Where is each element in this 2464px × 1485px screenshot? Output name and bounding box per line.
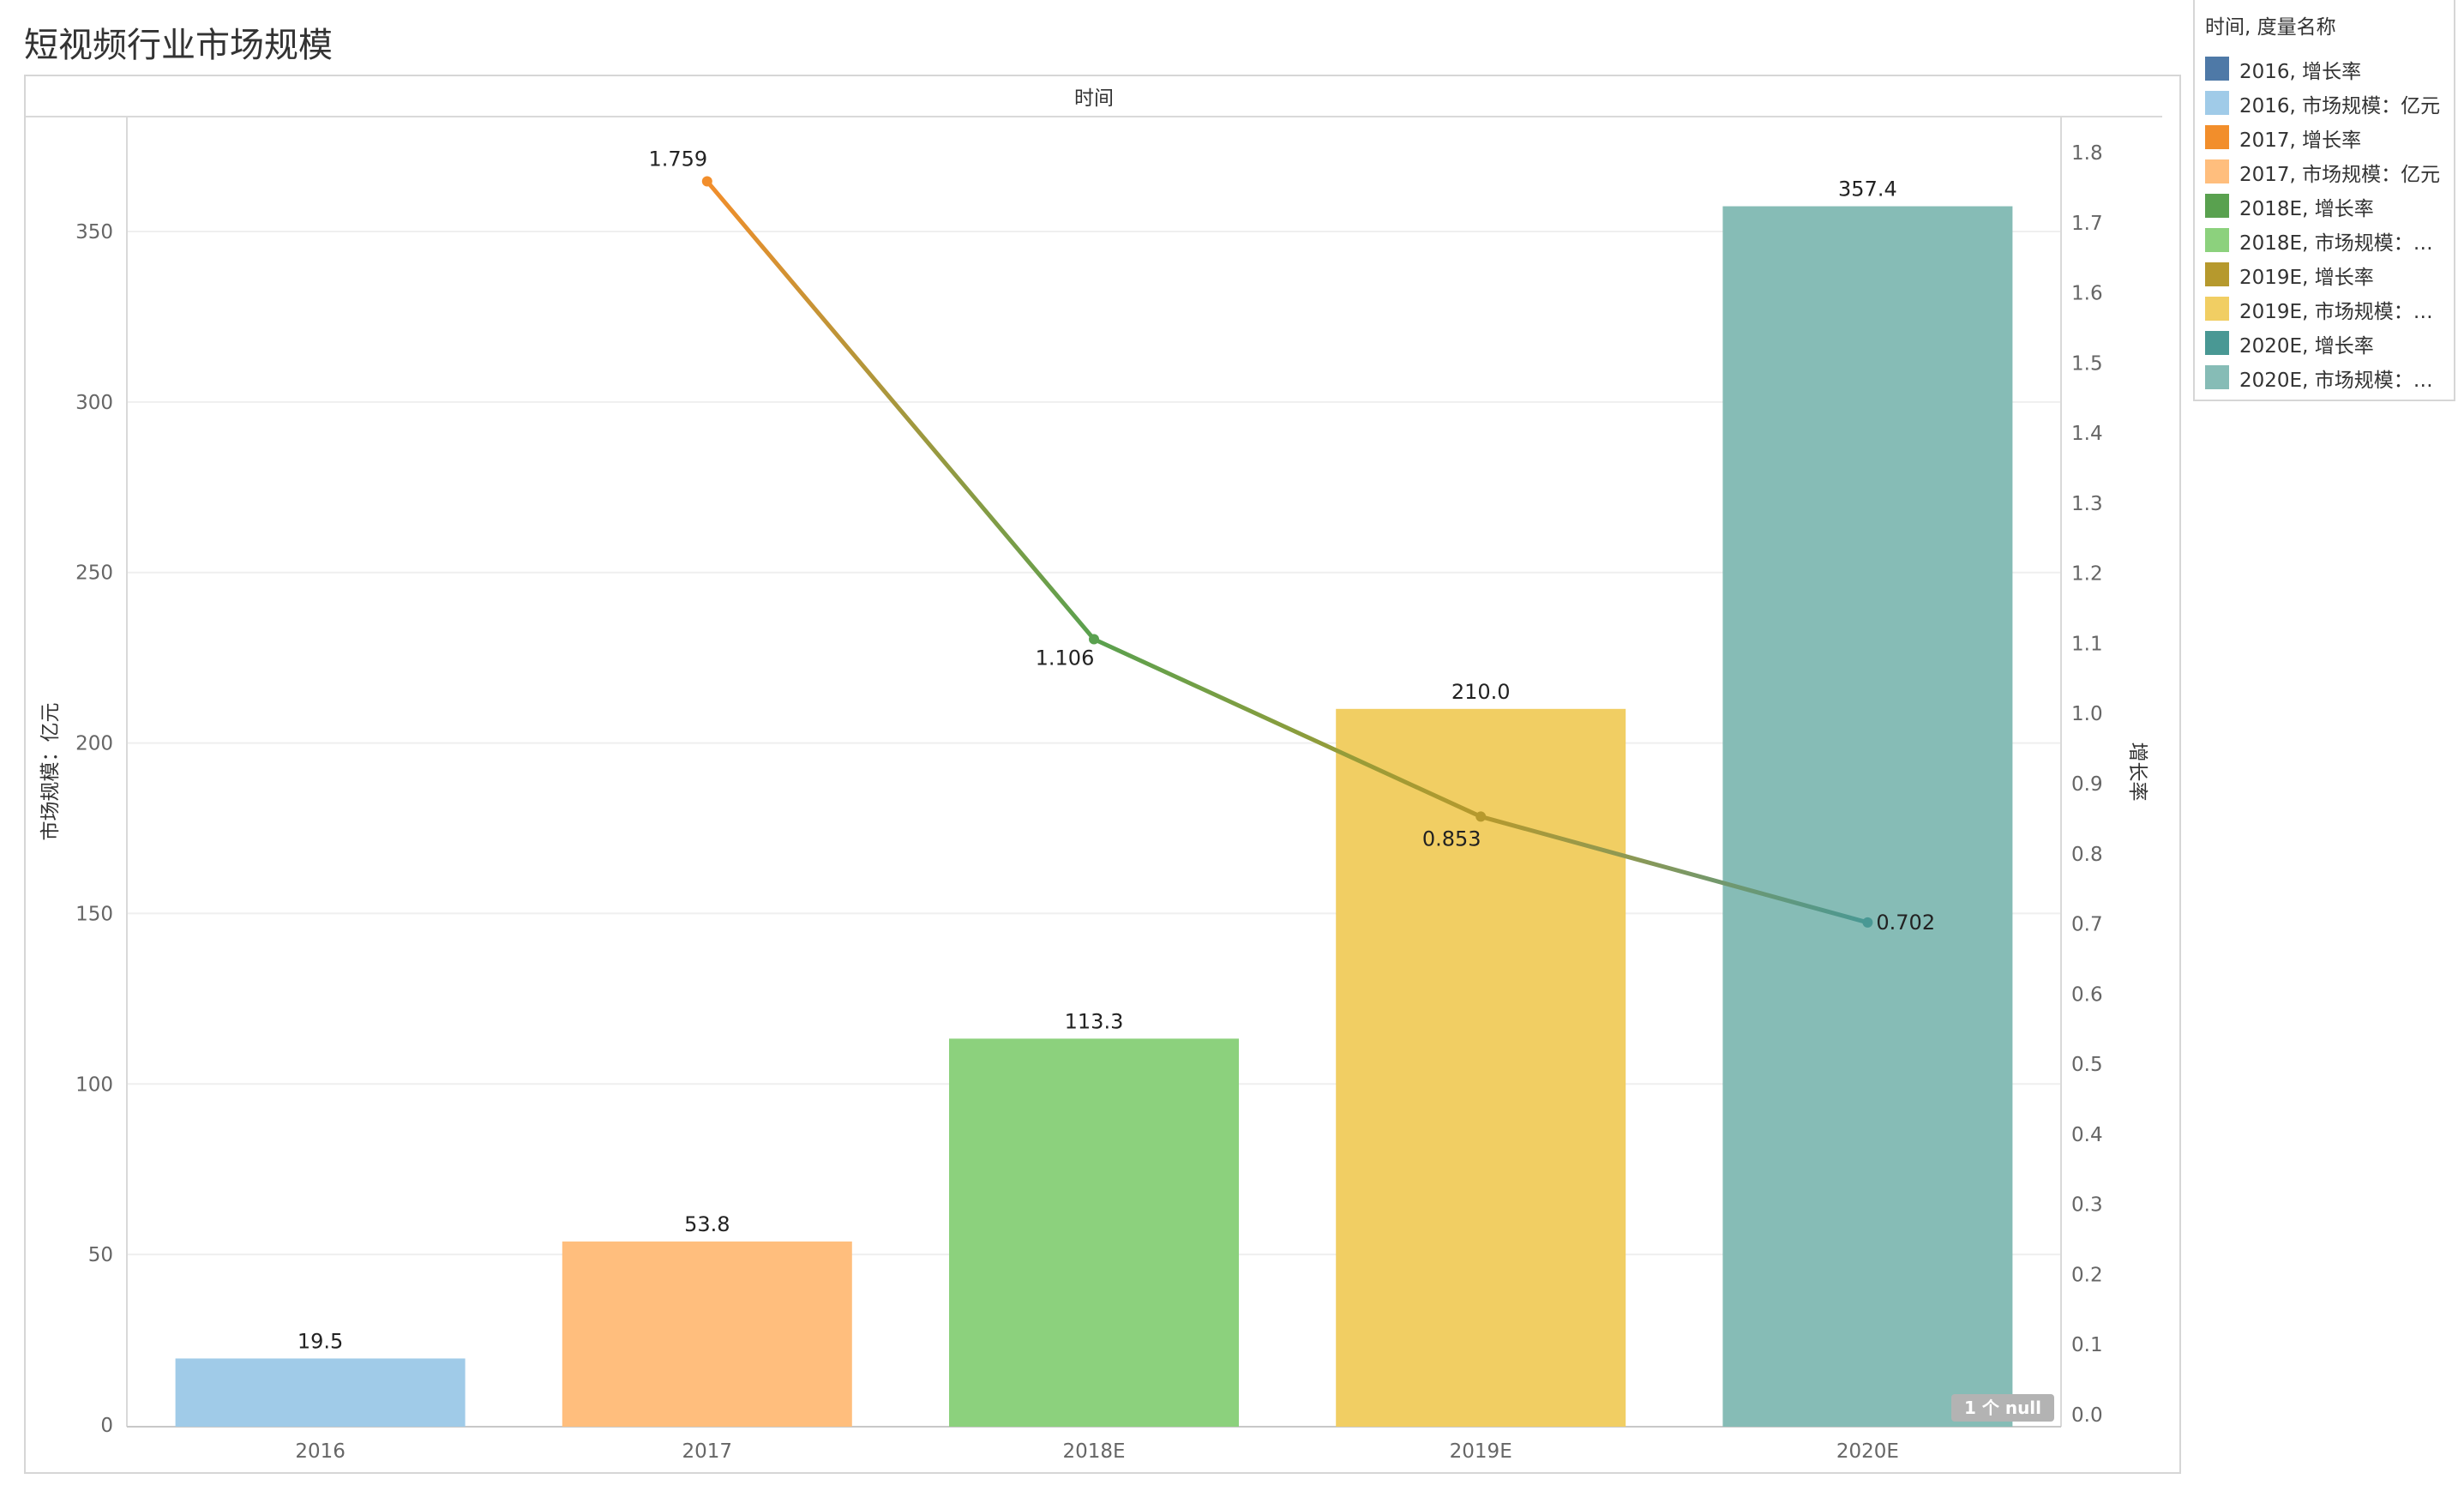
- legend-swatch: [2205, 125, 2229, 149]
- legend-swatch: [2205, 159, 2229, 183]
- y-left-tick-label: 150: [75, 903, 113, 925]
- legend-title: 时间, 度量名称: [2205, 16, 2336, 39]
- x-tick-label: 2019E: [1450, 1440, 1512, 1463]
- legend-label: 2019E, 增长率: [2239, 267, 2374, 289]
- growth-value-label: 0.702: [1876, 911, 1935, 935]
- y-right-tick-label: 1.3: [2071, 493, 2103, 515]
- legend-item[interactable]: 2018E, 增长率: [2205, 190, 2454, 220]
- y-right-tick-label: 0.7: [2071, 914, 2103, 936]
- growth-value-label: 1.759: [648, 147, 707, 171]
- legend-swatch: [2205, 228, 2229, 252]
- bar-value-label: 210.0: [1451, 680, 1511, 704]
- y-right-tick-label: 1.1: [2071, 633, 2103, 655]
- chart-frame: [24, 75, 2181, 1474]
- bar-value-label: 113.3: [1065, 1009, 1124, 1033]
- legend-item[interactable]: 2016, 市场规模：亿元: [2205, 87, 2454, 117]
- y-right-axis-title: 增长率: [2126, 742, 2148, 802]
- growth-point-2017: [701, 176, 712, 187]
- x-tick-label: 2017: [682, 1440, 733, 1463]
- bar-value-label: 19.5: [297, 1329, 343, 1353]
- legend-swatch: [2205, 365, 2229, 389]
- legend[interactable]: 时间, 度量名称 2016, 增长率 2016, 市场规模：亿元 2017, 增长率…: [2193, 0, 2455, 401]
- y-left-tick-label: 350: [75, 221, 113, 243]
- y-left-tick-label: 0: [100, 1415, 113, 1437]
- y-right-tick-label: 1.8: [2071, 142, 2103, 165]
- y-right-tick-label: 0.2: [2071, 1264, 2103, 1286]
- null-badge: [1951, 1394, 2054, 1422]
- bar-value-label: 53.8: [684, 1212, 730, 1236]
- legend-item[interactable]: 2020E, 增长率: [2205, 328, 2454, 358]
- y-left-tick-label: 200: [75, 733, 113, 755]
- null-badge-text: 1 个 null: [1964, 1398, 2041, 1418]
- legend-item[interactable]: 2019E, 增长率: [2205, 259, 2454, 289]
- legend-label: 2016, 市场规模：亿元: [2239, 95, 2441, 117]
- y-left-tick-label: 300: [75, 392, 113, 414]
- column-header: 时间: [1074, 87, 1114, 110]
- legend-swatch: [2205, 331, 2229, 355]
- x-tick-label: 2020E: [1836, 1440, 1899, 1463]
- legend-label: 2017, 增长率: [2239, 129, 2362, 152]
- legend-label: 2019E, 市场规模：亿..: [2239, 301, 2445, 323]
- legend-label: 2020E, 市场规模：亿..: [2239, 370, 2445, 392]
- y-left-tick-label: 100: [75, 1073, 113, 1096]
- y-right-tick-label: 1.5: [2071, 352, 2103, 375]
- legend-label: 2017, 市场规模：亿元: [2239, 164, 2441, 186]
- y-right-tick-label: 0.9: [2071, 773, 2103, 796]
- y-right-tick-label: 0.6: [2071, 983, 2103, 1006]
- y-right-tick-label: 0.0: [2071, 1404, 2103, 1427]
- legend-item[interactable]: 2017, 增长率: [2205, 122, 2454, 152]
- y-right-tick-label: 0.4: [2071, 1124, 2103, 1146]
- y-right-tick-label: 0.3: [2071, 1194, 2103, 1217]
- growth-point-2019E: [1475, 811, 1487, 822]
- bar-2018E: [949, 1038, 1239, 1427]
- growth-point-2018E: [1089, 634, 1099, 645]
- legend-swatch: [2205, 297, 2229, 321]
- growth-value-label: 1.106: [1036, 646, 1095, 670]
- y-right-tick-label: 0.8: [2071, 844, 2103, 866]
- growth-value-label: 0.853: [1422, 827, 1481, 851]
- y-right-tick-label: 1.7: [2071, 213, 2103, 235]
- growth-line-segment: [1478, 814, 1870, 925]
- legend-item[interactable]: 2018E, 市场规模：亿..: [2205, 225, 2454, 255]
- y-left-tick-label: 250: [75, 562, 113, 585]
- y-right-tick-label: 0.5: [2071, 1054, 2103, 1076]
- legend-swatch: [2205, 57, 2229, 81]
- x-tick-label: 2016: [295, 1440, 346, 1463]
- legend-label: 2018E, 市场规模：亿..: [2239, 232, 2445, 255]
- legend-item[interactable]: 2016, 增长率: [2205, 53, 2454, 83]
- x-tick-label: 2018E: [1062, 1440, 1125, 1463]
- legend-item[interactable]: 2017, 市场规模：亿元: [2205, 156, 2454, 186]
- legend-swatch: [2205, 194, 2229, 218]
- y-right-tick-label: 1.0: [2071, 703, 2103, 725]
- legend-item[interactable]: 2020E, 市场规模：亿..: [2205, 362, 2454, 392]
- bar-2020E: [1722, 206, 2013, 1428]
- growth-line-segment: [1091, 637, 1483, 819]
- legend-label: 2020E, 增长率: [2239, 335, 2374, 358]
- y-right-tick-label: 1.2: [2071, 563, 2103, 586]
- y-left-axis-title: 市场规模：亿元: [39, 703, 62, 841]
- bar-value-label: 357.4: [1838, 177, 1897, 201]
- chart-svg: 时间 0 50 100 150 200 250 300 350 0.0 0.1 0.2 0.3 0.4 0.…: [26, 87, 2162, 1463]
- legend-label: 2016, 增长率: [2239, 61, 2362, 83]
- legend-swatch: [2205, 91, 2229, 115]
- legend-label: 2018E, 增长率: [2239, 198, 2374, 220]
- chart-title: 短视频行业市场规模: [24, 26, 333, 65]
- legend-swatch: [2205, 262, 2229, 286]
- y-right-tick-label: 0.1: [2071, 1334, 2103, 1356]
- growth-point-2020E: [1862, 917, 1873, 928]
- y-left-tick-label: 50: [88, 1244, 113, 1266]
- bar-2017: [562, 1242, 852, 1427]
- growth-line-segment: [705, 179, 1097, 642]
- bar-2019E: [1336, 708, 1626, 1427]
- y-right-tick-label: 1.4: [2071, 423, 2103, 445]
- y-right-tick-label: 1.6: [2071, 283, 2103, 305]
- bar-2016: [175, 1358, 466, 1427]
- legend-item[interactable]: 2019E, 市场规模：亿..: [2205, 293, 2454, 323]
